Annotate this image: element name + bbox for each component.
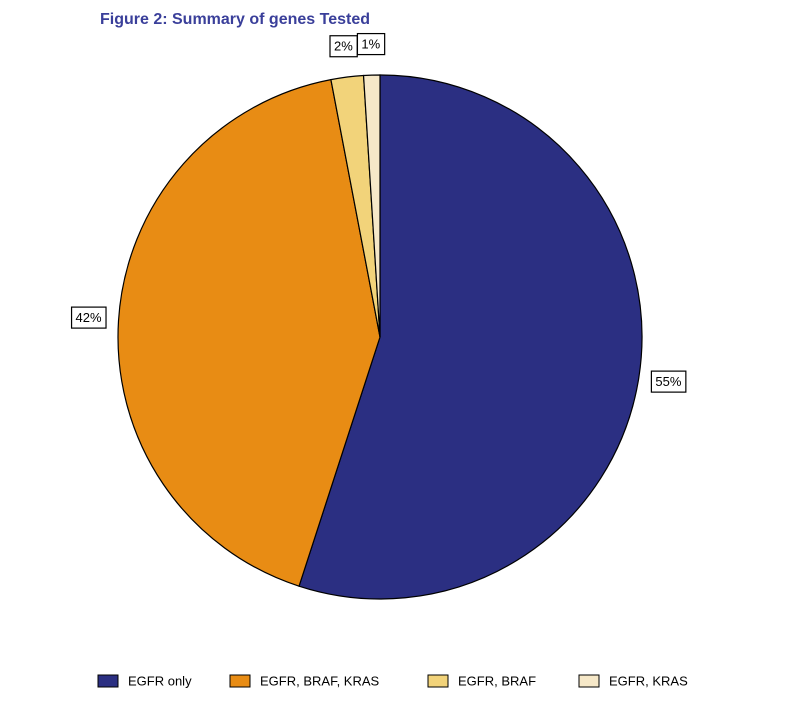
data-label-box: [356, 32, 386, 56]
legend-swatch: [97, 674, 119, 688]
data-label: 42%: [76, 310, 102, 325]
chart-title: Figure 2: Summary of genes Tested: [100, 11, 370, 28]
legend-swatch: [427, 674, 449, 688]
legend-label: EGFR, BRAF, KRAS: [260, 673, 380, 688]
data-label-box: [70, 306, 107, 329]
pie-slice: [117, 78, 381, 587]
pie-slice: [298, 74, 643, 600]
data-label-box: [650, 370, 687, 393]
data-label: 1%: [361, 37, 380, 52]
data-label: 55%: [655, 374, 681, 389]
legend-label: EGFR, BRAF: [458, 673, 536, 688]
legend-swatch: [578, 674, 600, 688]
legend-swatch: [229, 674, 251, 688]
legend-label: EGFR, KRAS: [609, 673, 688, 688]
pie-slice: [362, 74, 381, 338]
legend-label: EGFR only: [128, 673, 192, 688]
data-label: 2%: [334, 39, 353, 54]
